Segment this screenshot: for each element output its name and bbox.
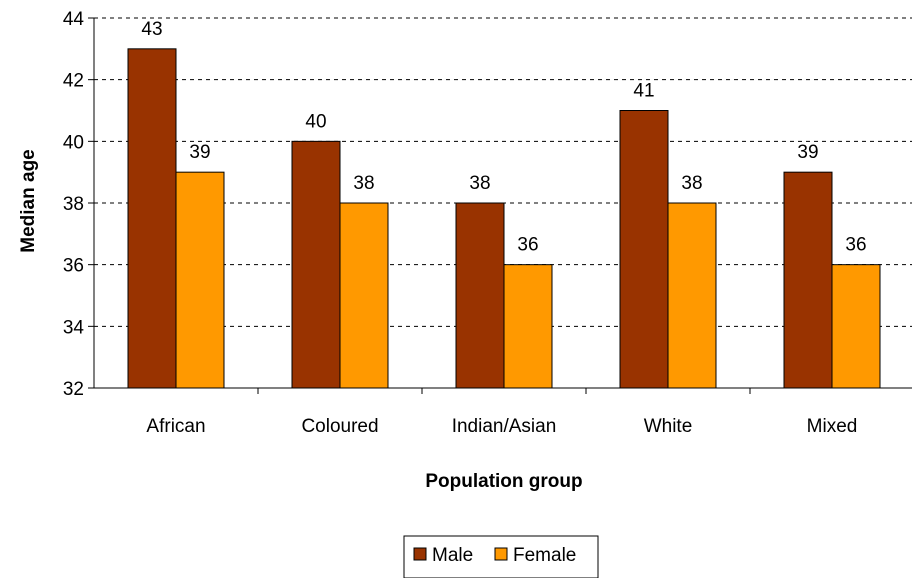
y-tick-label: 42 [63, 71, 84, 92]
data-label: 36 [845, 235, 866, 256]
legend-swatch-male [413, 547, 427, 561]
bar-male-white [619, 110, 669, 389]
bar-male-coloured [291, 140, 341, 389]
bar-female-indianasian [503, 264, 553, 389]
data-label: 40 [305, 111, 326, 132]
bar-male-indianasian [455, 202, 505, 389]
x-tick-label: African [146, 416, 205, 437]
x-tick-label: Coloured [301, 416, 378, 437]
legend-swatch-female [494, 547, 508, 561]
data-label: 41 [633, 81, 654, 102]
bar-male-african [127, 48, 177, 389]
y-tick-label: 38 [63, 194, 84, 215]
data-label: 36 [517, 235, 538, 256]
data-label: 43 [141, 19, 162, 40]
x-axis-title: Population group [425, 471, 582, 492]
y-tick-label: 44 [63, 9, 85, 30]
bar-female-african [175, 171, 225, 389]
bars [127, 48, 881, 389]
data-label: 38 [681, 173, 702, 194]
data-label: 39 [797, 142, 818, 163]
x-tick-label: Mixed [807, 416, 858, 437]
axes: 32 34 36 38 40 42 44 African Coloured Indian/Asia… [63, 9, 912, 437]
bar-female-coloured [339, 202, 389, 389]
bar-male-mixed [783, 171, 833, 389]
legend-label-male: Male [432, 545, 473, 566]
data-label: 38 [353, 173, 374, 194]
y-tick-label: 34 [63, 317, 85, 338]
data-label: 38 [469, 173, 490, 194]
y-tick-label: 40 [63, 132, 84, 153]
legend: Male Female [403, 535, 599, 578]
y-tick-label: 36 [63, 256, 84, 277]
bar-female-mixed [831, 264, 881, 389]
x-tick-label: Indian/Asian [452, 416, 557, 437]
data-label: 39 [189, 142, 210, 163]
legend-label-female: Female [513, 545, 576, 566]
x-tick-label: White [644, 416, 693, 437]
data-labels: 43 39 40 38 38 36 41 38 39 36 [141, 19, 866, 256]
bar-female-white [667, 202, 717, 389]
y-tick-label: 32 [63, 379, 84, 400]
y-axis-title: Median age [18, 149, 39, 252]
